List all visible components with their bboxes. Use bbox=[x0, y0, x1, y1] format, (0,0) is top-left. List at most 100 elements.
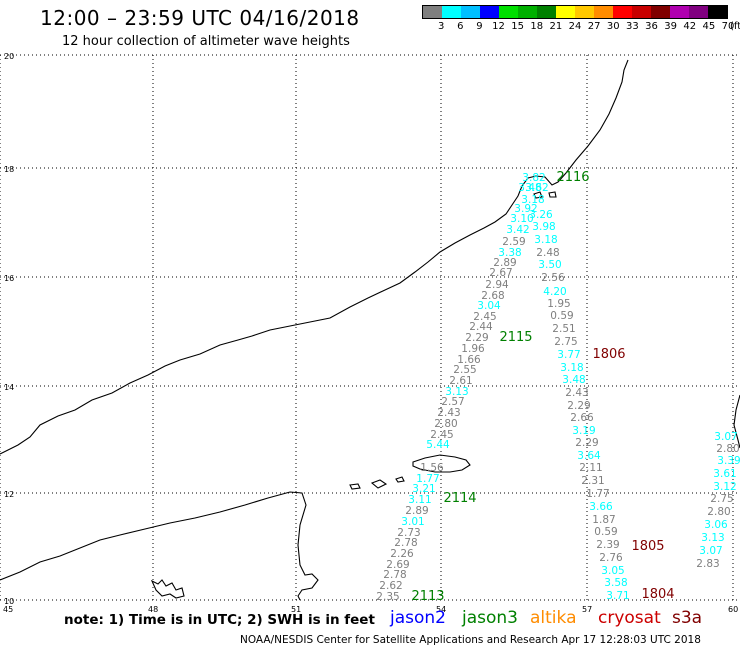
wave-height-value: 2.62 bbox=[379, 580, 402, 592]
colorbar-swatch bbox=[518, 6, 537, 18]
colorbar-label: 36 bbox=[645, 21, 658, 32]
wave-height-value: 2.26 bbox=[390, 548, 414, 560]
wave-height-value: 2.83 bbox=[696, 558, 719, 570]
colorbar-swatch bbox=[499, 6, 518, 18]
track-id-label: 2115 bbox=[499, 330, 532, 345]
lat-label: 10 bbox=[4, 597, 14, 606]
wave-height-value: 3.01 bbox=[401, 516, 424, 528]
wave-height-value: 2.57 bbox=[441, 396, 464, 408]
wave-height-value: 2.45 bbox=[473, 311, 496, 323]
wave-height-value: 3.11 bbox=[408, 494, 431, 506]
wave-height-value: 2.80 bbox=[707, 506, 730, 518]
wave-height-value: 1.87 bbox=[592, 514, 615, 526]
reef-cluster bbox=[150, 579, 185, 599]
wave-height-value: 3.07 bbox=[714, 431, 737, 443]
lon-label: 60 bbox=[728, 605, 738, 614]
wave-height-value: 3.66 bbox=[589, 501, 613, 513]
legend-s3a: s3a bbox=[672, 608, 703, 628]
colorbar-label: 18 bbox=[530, 21, 544, 32]
colorbar-label: 33 bbox=[626, 21, 639, 32]
wave-height-value: 2.69 bbox=[386, 559, 409, 571]
socotra-island bbox=[412, 454, 471, 473]
map-title: 12:00 – 23:59 UTC 04/16/2018 bbox=[40, 6, 360, 30]
wave-height-value: 3.18 bbox=[521, 194, 544, 206]
wave-height-value: 2.45 bbox=[430, 429, 453, 441]
wave-height-value: 1.95 bbox=[547, 298, 570, 310]
legend-altika: altika bbox=[530, 608, 577, 628]
wave-height-value: 2.80 bbox=[434, 418, 457, 430]
colorbar-swatch bbox=[613, 6, 632, 18]
wave-height-value: 2.89 bbox=[405, 505, 428, 517]
graticule bbox=[0, 54, 740, 601]
wave-height-value: 1.96 bbox=[461, 343, 485, 355]
coastline bbox=[0, 59, 740, 601]
wave-height-value: 3.19 bbox=[572, 425, 595, 437]
wave-height-value: 3.13 bbox=[701, 532, 724, 544]
colorbar-swatch bbox=[537, 6, 556, 18]
wave-height-value: 3.98 bbox=[532, 221, 555, 233]
track-id-label: 2114 bbox=[443, 491, 476, 506]
wave-height-value: 0.59 bbox=[550, 310, 573, 322]
small-island bbox=[548, 191, 557, 198]
map-subtitle: 12 hour collection of altimeter wave hei… bbox=[62, 34, 350, 49]
colorbar-swatch bbox=[461, 6, 480, 18]
track-id-label: 2113 bbox=[411, 589, 444, 604]
wave-height-value: 2.43 bbox=[437, 407, 460, 419]
colorbar-unit: (ft) bbox=[730, 21, 740, 32]
small-island bbox=[395, 476, 405, 483]
wave-height-value: 2.67 bbox=[489, 267, 512, 279]
lat-label: 16 bbox=[4, 274, 14, 283]
wave-height-value: 2.66 bbox=[570, 412, 594, 424]
wave-height-value: 3.04 bbox=[477, 300, 501, 312]
wave-height-value: 2.75 bbox=[554, 336, 577, 348]
lon-label: 48 bbox=[148, 605, 158, 614]
lat-label: 12 bbox=[4, 490, 14, 499]
wave-height-value: 2.80 bbox=[716, 443, 739, 455]
wave-height-value: 2.43 bbox=[565, 387, 588, 399]
wave-height-value: 4.20 bbox=[543, 286, 566, 298]
wave-height-value: 2.48 bbox=[536, 247, 559, 259]
lat-label: 20 bbox=[4, 52, 14, 61]
colorbar-swatch bbox=[708, 6, 727, 18]
wave-height-value: 3.06 bbox=[704, 519, 728, 531]
wave-height-value: 3.18 bbox=[534, 234, 557, 246]
horn-coastline bbox=[0, 491, 319, 601]
wave-height-value: 2.55 bbox=[453, 364, 476, 376]
wave-height-value: 0.59 bbox=[594, 526, 617, 538]
wave-height-value: 3.39 bbox=[717, 455, 740, 467]
colorbar-label: 9 bbox=[476, 21, 483, 32]
wave-height-value: 2.31 bbox=[581, 475, 604, 487]
wave-height-value: 2.89 bbox=[493, 257, 516, 269]
wave-height-value: 3.58 bbox=[604, 577, 627, 589]
wave-height-value: 3.12 bbox=[713, 481, 736, 493]
wave-height-value: 2.75 bbox=[710, 493, 733, 505]
axis-labels: 45 48 51 54 57 60 20 18 16 14 12 10 bbox=[3, 52, 738, 614]
small-island bbox=[533, 191, 543, 199]
wave-height-value: 3.92 bbox=[514, 203, 537, 215]
east-coastline bbox=[733, 394, 740, 449]
arabian-coastline bbox=[0, 59, 629, 455]
wave-height-value: 2.29 bbox=[465, 332, 488, 344]
wave-height-value: 3.62 bbox=[525, 182, 548, 194]
track-id-label: 2116 bbox=[556, 170, 589, 185]
lon-label: 51 bbox=[291, 605, 301, 614]
wave-height-value: 2.11 bbox=[579, 462, 602, 474]
colorbar-swatch bbox=[423, 6, 442, 18]
track-id-label: 1805 bbox=[631, 539, 664, 554]
colorbar-label: 15 bbox=[511, 21, 524, 32]
wave-height-value: 2.39 bbox=[596, 539, 619, 551]
wave-height-value: 3.77 bbox=[557, 349, 580, 361]
small-island bbox=[370, 479, 388, 489]
colorbar-label: 3 bbox=[437, 21, 445, 32]
colorbar-label: 39 bbox=[664, 21, 677, 32]
lon-label: 57 bbox=[582, 605, 592, 614]
wave-height-value: 3.18 bbox=[560, 362, 583, 374]
wave-height-value: 3.64 bbox=[577, 450, 601, 462]
colorbar-swatch bbox=[480, 6, 499, 18]
wave-height-value: 2.61 bbox=[449, 375, 472, 387]
colorbar-label: 24 bbox=[568, 21, 582, 32]
colorbar-swatch bbox=[575, 6, 594, 18]
wave-height-value: 2.76 bbox=[599, 552, 623, 564]
lat-label: 14 bbox=[4, 383, 14, 392]
wave-height-value: 1.66 bbox=[457, 354, 481, 366]
